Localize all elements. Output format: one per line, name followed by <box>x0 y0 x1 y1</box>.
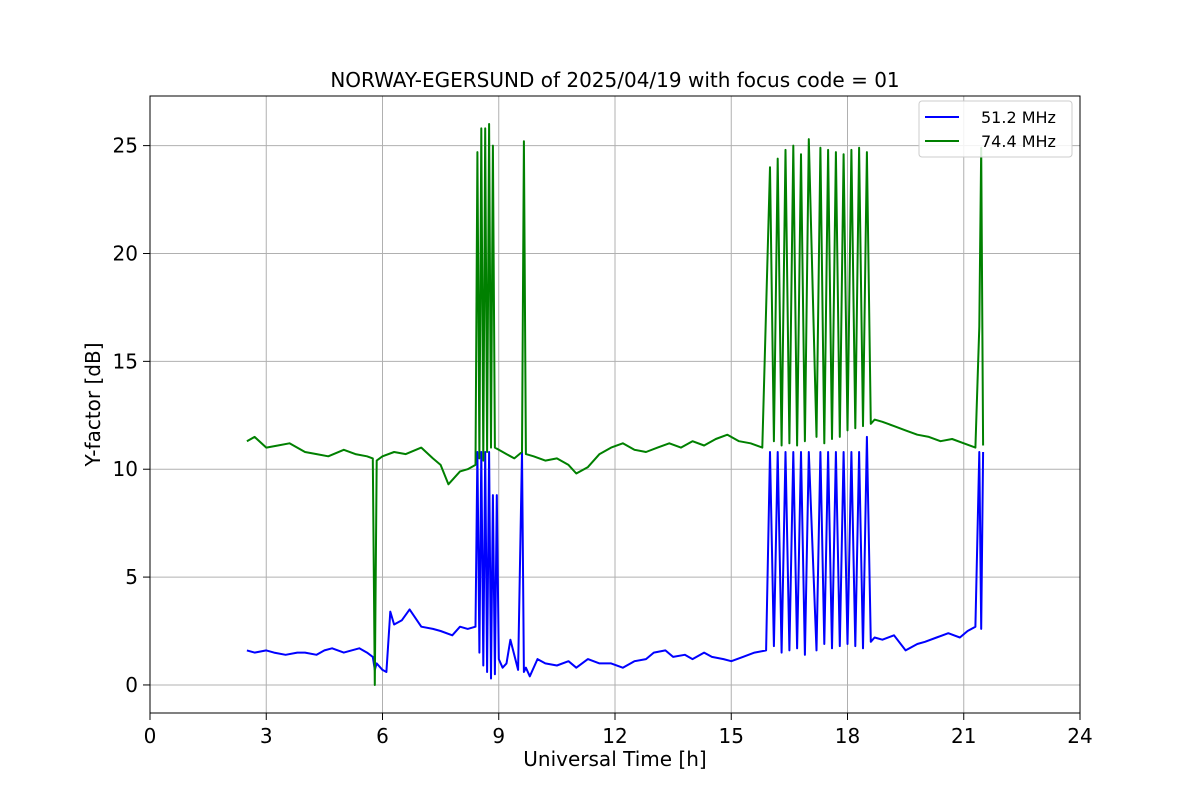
x-tick-label: 3 <box>260 724 273 748</box>
legend-label-1: 51.2 MHz <box>981 108 1056 127</box>
legend-label-2: 74.4 MHz <box>981 132 1056 151</box>
x-tick-label: 12 <box>602 724 627 748</box>
x-tick-label: 9 <box>492 724 505 748</box>
x-axis: 0 3 6 9 12 15 18 21 24 <box>144 713 1093 748</box>
series-line-1 <box>246 435 985 680</box>
x-tick-label: 24 <box>1067 724 1092 748</box>
y-axis-label: Y-factor [dB] <box>81 342 105 467</box>
x-tick-label: 0 <box>144 724 157 748</box>
y-axis: 0 5 10 15 20 25 <box>113 134 150 697</box>
y-tick-label: 5 <box>125 565 138 589</box>
series-line-2 <box>246 123 985 686</box>
x-tick-label: 21 <box>951 724 976 748</box>
y-tick-label: 25 <box>113 134 138 158</box>
y-tick-label: 10 <box>113 457 138 481</box>
x-tick-label: 15 <box>719 724 744 748</box>
x-tick-label: 6 <box>376 724 389 748</box>
legend-box <box>918 100 1073 158</box>
y-tick-label: 15 <box>113 349 138 373</box>
plot-area <box>246 123 985 686</box>
chart-title: NORWAY-EGERSUND of 2025/04/19 with focus… <box>330 68 899 92</box>
x-axis-label: Universal Time [h] <box>523 747 706 771</box>
y-tick-label: 0 <box>125 673 138 697</box>
legend: 51.2 MHz 74.4 MHz <box>918 100 1073 158</box>
y-tick-label: 20 <box>113 241 138 265</box>
x-tick-label: 18 <box>835 724 860 748</box>
